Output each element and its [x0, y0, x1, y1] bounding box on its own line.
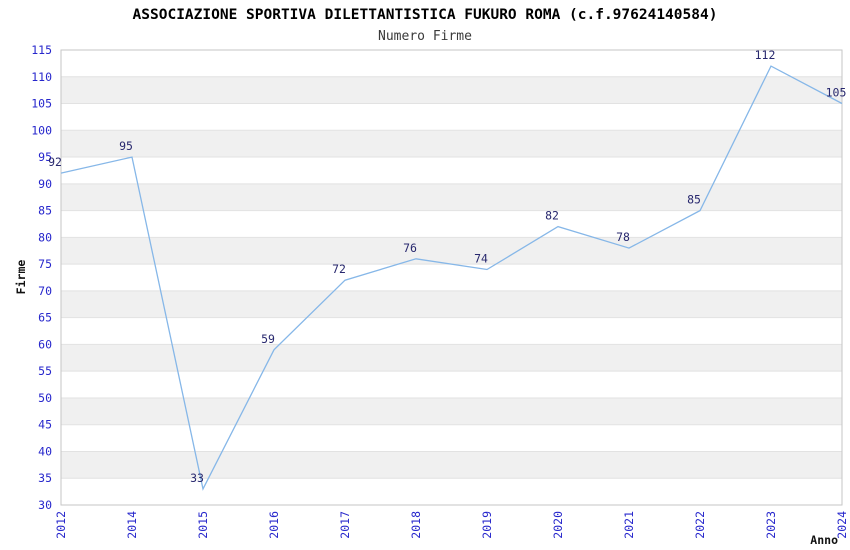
y-tick-label: 50 — [38, 391, 52, 405]
y-tick-label: 55 — [38, 364, 52, 378]
y-tick-label: 60 — [38, 337, 52, 351]
series-line — [60, 65, 843, 491]
x-tick-label: 2021 — [622, 511, 636, 539]
plot-band — [61, 344, 842, 372]
y-axis-title: Firme — [14, 260, 28, 295]
data-label: 105 — [826, 86, 847, 100]
chart-title: ASSOCIAZIONE SPORTIVA DILETTANTISTICA FU… — [133, 7, 718, 23]
y-tick-label: 100 — [31, 123, 52, 137]
y-tick-label: 75 — [38, 257, 52, 271]
plot-band — [61, 76, 842, 104]
x-tick-label: 2012 — [54, 511, 68, 539]
plot-band — [61, 451, 842, 479]
plot-band — [61, 397, 842, 425]
y-tick-label: 65 — [38, 311, 52, 325]
data-label: 59 — [261, 332, 275, 346]
chart-subtitle: Numero Firme — [378, 29, 472, 44]
data-label: 92 — [48, 155, 62, 169]
y-tick-label: 105 — [31, 97, 52, 111]
data-label: 95 — [119, 139, 133, 153]
x-axis-title: Anno — [810, 533, 838, 547]
y-axis-tick-labels: 30 35 40 45 50 55 60 65 70 75 80 85 90 95 100 105 110 115 — [31, 43, 52, 512]
data-label: 33 — [190, 471, 204, 485]
plot-bands — [61, 76, 842, 479]
plot-band — [61, 130, 842, 158]
y-tick-label: 85 — [38, 204, 52, 218]
y-tick-label: 30 — [38, 498, 52, 512]
plot-band — [61, 237, 842, 265]
y-tick-label: 95 — [38, 150, 52, 164]
x-tick-label: 2016 — [267, 511, 281, 539]
x-tick-label: 2018 — [409, 511, 423, 539]
data-label: 72 — [332, 262, 346, 276]
data-label: 112 — [755, 48, 776, 62]
x-tick-label: 2015 — [196, 511, 210, 539]
y-tick-label: 40 — [38, 444, 52, 458]
y-tick-label: 90 — [38, 177, 52, 191]
data-label: 82 — [545, 209, 559, 223]
y-tick-label: 110 — [31, 70, 52, 84]
x-tick-label: 2017 — [338, 511, 352, 539]
x-tick-label: 2024 — [835, 511, 849, 539]
y-tick-label: 45 — [38, 418, 52, 432]
x-tick-label: 2022 — [693, 511, 707, 539]
y-tick-label: 35 — [38, 471, 52, 485]
x-axis-tick-labels: 2012 2014 2015 2016 2017 2018 2019 2020 2021 2022… — [54, 511, 849, 539]
x-tick-label: 2019 — [480, 511, 494, 539]
data-label: 76 — [403, 241, 417, 255]
x-tick-label: 2014 — [125, 511, 139, 539]
data-label: 78 — [616, 230, 630, 244]
plot-border — [60, 49, 843, 506]
data-label: 74 — [474, 251, 488, 265]
y-tick-label: 70 — [38, 284, 52, 298]
plot-band — [61, 290, 842, 318]
x-tick-label: 2023 — [764, 511, 778, 539]
x-tick-label: 2020 — [551, 511, 565, 539]
series-data-labels: 92 95 33 59 72 76 74 82 78 85 112 105 — [48, 48, 846, 485]
y-tick-label: 115 — [31, 43, 52, 57]
data-label: 85 — [687, 193, 701, 207]
y-tick-label: 80 — [38, 230, 52, 244]
plot-band — [61, 183, 842, 211]
